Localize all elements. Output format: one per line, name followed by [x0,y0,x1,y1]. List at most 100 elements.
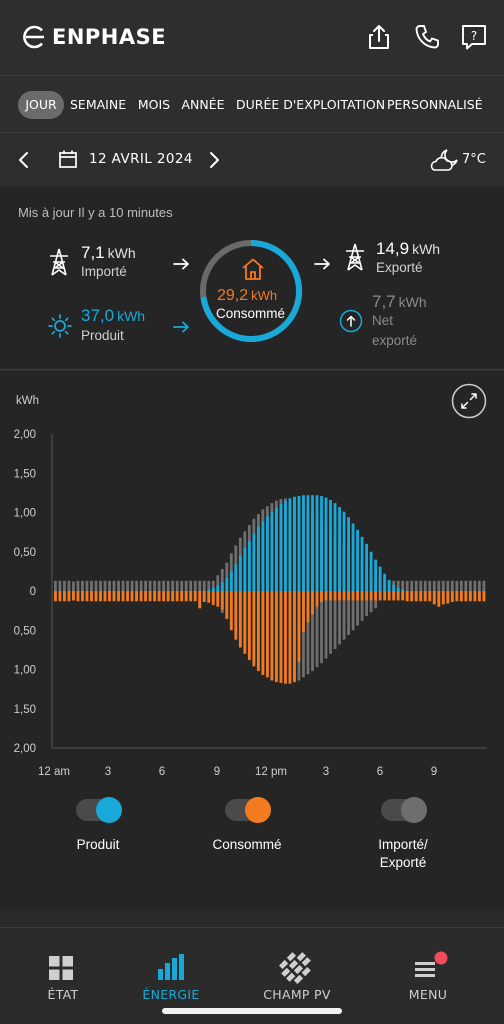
export-bar [99,580,102,591]
import-bar [369,591,373,613]
consumed-bar [387,591,391,601]
toggle-knob [96,797,122,823]
export-bar [414,580,418,591]
tab-jour[interactable]: JOUR [18,91,64,119]
calendar-icon[interactable] [58,149,78,169]
legend-importe-exporte[interactable]: Importé/ Exporté [358,797,448,870]
produced-bar [234,564,238,591]
produced-bar [265,516,269,591]
net-exported-label-2: exporté [372,333,418,348]
export-bar [121,580,125,591]
arrow-right-icon [173,321,189,333]
share-icon[interactable] [364,22,394,52]
export-bar [405,580,409,591]
tab-duree-exploitation[interactable]: DURÉE D'EXPLOITATION [236,97,386,112]
importe-exporte-toggle[interactable] [381,797,427,823]
legend-consomme[interactable]: Consommé [204,797,290,852]
export-bar [81,580,84,591]
phone-icon[interactable] [412,22,442,52]
consumed-bar [405,591,409,602]
imported-value: 7,1 kWh [81,243,136,263]
x-tick-label: 6 [159,766,165,778]
consumed-bar [189,591,193,602]
consumed-bar [365,591,369,601]
net-exported-label-1: Net [372,313,394,328]
y-axis-unit: kWh [16,395,39,407]
consomme-toggle[interactable] [225,797,271,823]
consumed-bar [184,591,188,602]
consumed-bar [63,591,66,602]
import-bar [351,591,355,631]
produced-number: 37,0 [81,306,115,325]
consumed-bar [238,591,242,648]
consumed-bar [58,591,62,602]
produced-bar [270,511,274,591]
consumed-bar [234,591,238,640]
consumed-bar [333,591,337,601]
export-bar [198,580,202,591]
consumed-bar [135,591,138,602]
legend-importe-label-2: Exporté [379,855,427,870]
export-bar [220,569,224,591]
tab-annee[interactable]: ANNÉE [181,97,225,112]
consumed-unit: kWh [251,288,278,303]
consumed-bar [302,591,305,632]
consumed-bar [455,591,459,602]
consumed-bar [437,591,441,607]
y-tick-label: 1,00 [14,508,36,520]
chevron-left-icon[interactable] [16,150,32,170]
nav-energie-label: ÉNERGIE [142,987,200,1002]
tab-semaine[interactable]: SEMAINE [70,97,127,112]
consumed-bar [247,591,251,661]
produced-bar [216,585,220,591]
period-tabs: JOUR SEMAINE MOIS ANNÉE DURÉE D'EXPLOITA… [0,77,504,133]
consumed-bar [477,591,481,602]
export-bar [193,580,197,591]
produit-toggle[interactable] [76,797,122,823]
chevron-right-icon[interactable] [206,150,222,170]
help-icon[interactable]: ? [459,22,489,52]
nav-menu[interactable]: MENU [365,928,491,1024]
current-date[interactable]: 12 AVRIL 2024 [89,151,193,167]
sun-icon [48,314,72,338]
export-bar [126,580,129,591]
tab-personnalise[interactable]: PERSONNALISÉ [387,97,483,112]
energy-chart-card: kWh 2,00 1,50 1,00 0,50 0 0,50 1,00 1,50 2,00 12 … [0,371,504,911]
export-bar [148,580,152,591]
y-tick-label: 0,50 [14,625,36,637]
tab-mois[interactable]: MOIS [137,97,171,112]
nav-etat[interactable]: ÉTAT [0,928,126,1024]
last-updated: Mis à jour Il y a 10 minutes [18,205,173,220]
consumed-bar [171,591,175,602]
produced-bar [256,526,260,591]
energy-summary: Mis à jour Il y a 10 minutes 7,1 kWh Impo… [0,187,504,370]
legend-produit[interactable]: Produit [55,797,141,852]
consumed-bar [446,591,450,604]
export-bar [202,580,206,591]
export-bar [153,580,157,591]
nav-energie[interactable]: ÉNERGIE [108,928,234,1024]
expand-icon[interactable] [451,383,487,419]
nav-champ-pv[interactable]: CHAMP PV [234,928,360,1024]
consumed-bar [211,591,215,606]
produced-bar [360,536,364,591]
consumption-ring[interactable] [199,239,303,343]
consumed-bar [130,591,134,602]
partly-cloudy-night-icon [430,149,458,171]
nav-menu-label: MENU [408,987,448,1002]
consumed-bar [175,591,179,602]
export-bar [401,580,405,591]
consumed-bar [315,591,319,607]
x-tick-label: 3 [105,766,111,778]
consumed-bar [162,591,166,602]
produced-bar [225,577,229,591]
consumed-bar [473,591,477,602]
produced-bar [329,499,332,591]
export-bar [207,580,211,591]
export-bar [216,575,220,591]
arrow-right-icon [314,258,330,270]
consumed-bar [103,591,107,602]
x-tick-label: 12 pm [255,766,287,778]
consumed-number: 29,2 [217,287,249,304]
